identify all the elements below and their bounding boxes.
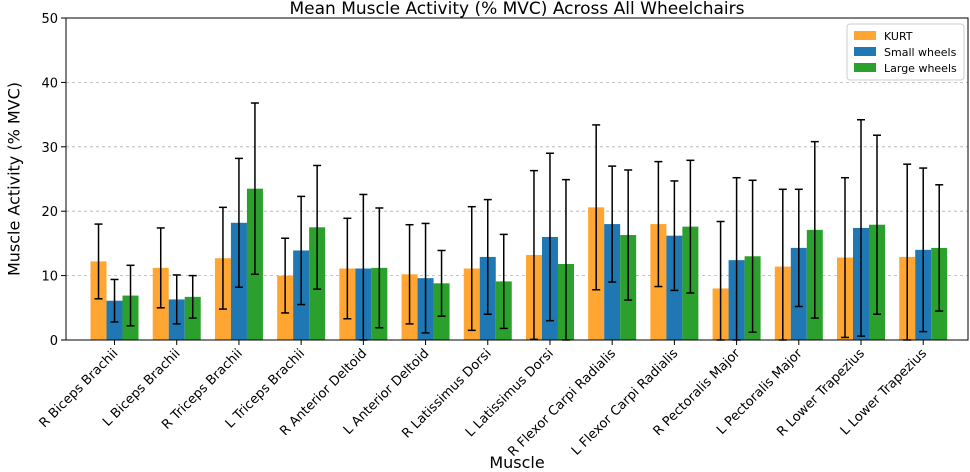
bar — [90, 261, 107, 340]
y-tick-label: 0 — [50, 334, 58, 349]
legend-swatch — [854, 63, 876, 72]
grid-layer — [66, 17, 968, 341]
y-tick-label: 20 — [41, 205, 58, 220]
y-tick-label: 10 — [41, 270, 58, 285]
legend: KURT Small wheels Large wheels — [846, 23, 965, 81]
x-tick-label: L Flexor Carpi Radialis — [569, 346, 682, 459]
y-axis-ticks: 0 10 20 30 40 50 — [41, 12, 66, 349]
plot-frame — [65, 17, 969, 341]
y-tick-label: 40 — [41, 76, 58, 91]
legend-label: Small wheels — [884, 46, 957, 59]
chart-title: Mean Muscle Activity (% MVC) Across All … — [290, 0, 745, 19]
y-tick-label: 50 — [41, 12, 58, 27]
legend-box — [846, 23, 965, 81]
legend-swatch — [854, 31, 876, 40]
x-axis-label: Muscle — [489, 453, 544, 472]
legend-swatch — [854, 47, 876, 56]
error-bars-layer — [94, 102, 944, 341]
y-axis-label: Muscle Activity (% MVC) — [5, 82, 24, 276]
y-tick-label: 30 — [41, 141, 58, 156]
legend-label: KURT — [884, 30, 913, 43]
legend-label: Large wheels — [884, 62, 957, 75]
x-tick-label: R Flexor Carpi Radialis — [505, 346, 619, 460]
